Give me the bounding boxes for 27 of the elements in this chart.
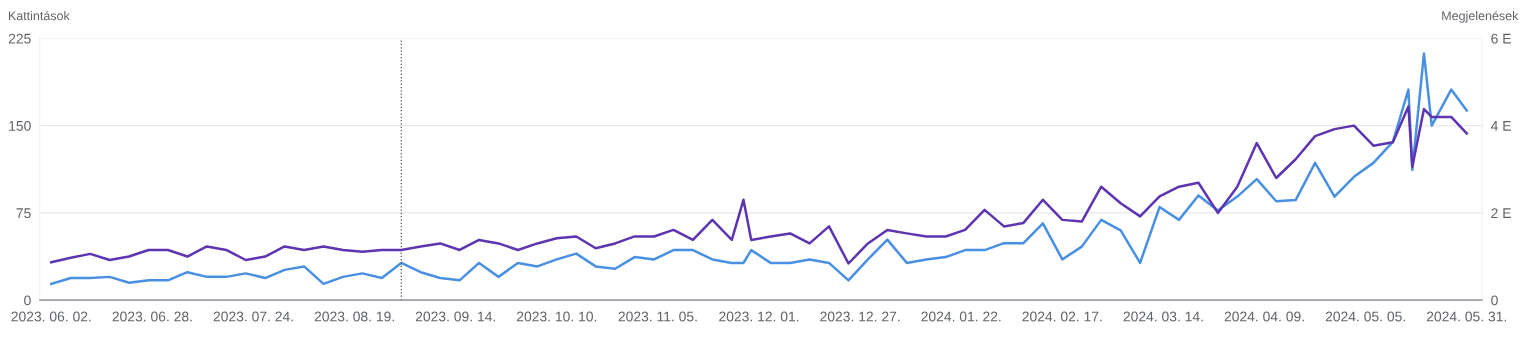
x-tick-label: 2023. 12. 01. bbox=[719, 311, 799, 322]
y2-tick-label: 4 E bbox=[1490, 121, 1511, 131]
y-tick-label: 75 bbox=[16, 208, 31, 219]
x-tick-label: 2023. 09. 14. bbox=[415, 311, 495, 322]
x-tick-label: 2024. 05. 05. bbox=[1325, 311, 1405, 322]
x-tick-label: 2023. 08. 19. bbox=[314, 311, 394, 322]
y2-tick-label: 6 E bbox=[1491, 33, 1511, 44]
y-tick-label: 0 bbox=[24, 295, 31, 306]
line-series bbox=[50, 105, 1468, 265]
y2-tick-label: 2 E bbox=[1491, 208, 1511, 218]
x-tick-label: 2024. 01. 22. bbox=[921, 311, 1001, 322]
x-tick-label: 2023. 06. 02. bbox=[11, 311, 91, 322]
y2-tick-label: 0 bbox=[1491, 295, 1498, 306]
x-tick-label: 2024. 04. 09. bbox=[1224, 311, 1304, 322]
y-tick-label: 225 bbox=[8, 33, 31, 44]
y-axis-title: Kattintások bbox=[8, 10, 70, 21]
x-tick-label: 2024. 05. 31. bbox=[1426, 311, 1507, 322]
x-tick-label: 2024. 03. 14. bbox=[1123, 311, 1203, 322]
x-tick-label: 2023. 10. 10. bbox=[516, 311, 597, 322]
x-tick-label: 2023. 12. 27. bbox=[820, 311, 900, 322]
x-tick-label: 2023. 11. 05. bbox=[618, 311, 697, 322]
y2-axis-title: Megjelenések bbox=[1442, 10, 1519, 23]
x-tick-label: 2024. 02. 17. bbox=[1022, 311, 1102, 322]
y-tick-label: 150 bbox=[9, 120, 31, 131]
x-tick-label: 2023. 06. 28. bbox=[112, 311, 192, 322]
x-tick-label: 2023. 07. 24. bbox=[213, 311, 293, 322]
line-series bbox=[50, 52, 1468, 286]
